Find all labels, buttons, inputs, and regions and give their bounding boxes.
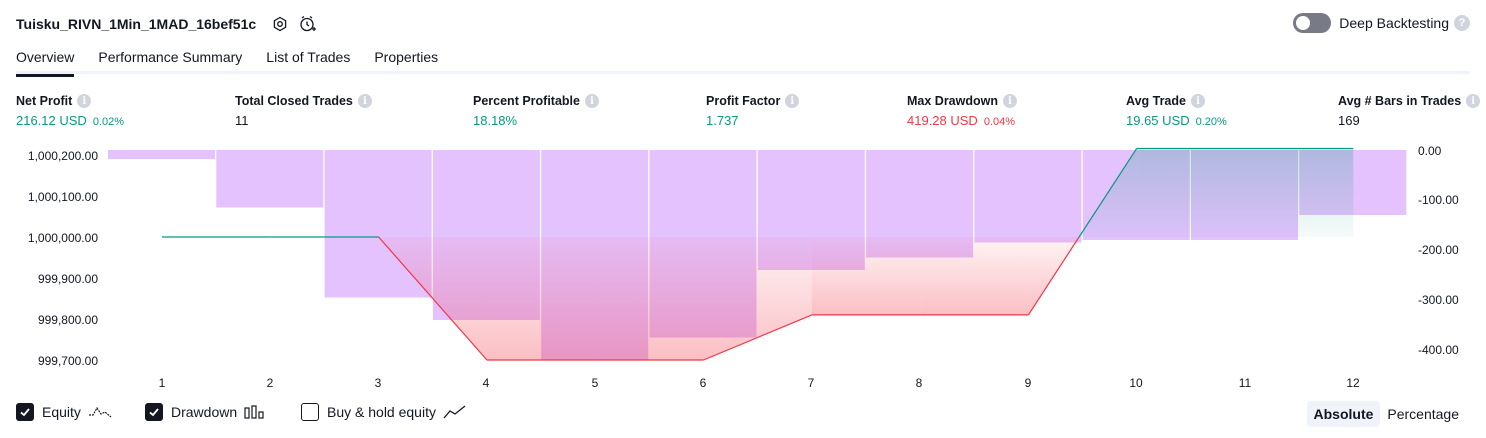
metric-value: 419.28 USD <box>907 113 978 128</box>
left-axis-tick: 999,800.00 <box>37 313 98 327</box>
checkbox-checked[interactable] <box>145 403 163 421</box>
metric-label: Profit Factor <box>706 94 781 108</box>
info-icon[interactable]: i <box>785 94 800 108</box>
metric-percent: 0.04% <box>983 116 1016 128</box>
metric-value: 19.65 USD <box>1126 113 1190 128</box>
x-axis-tick: 2 <box>266 376 274 390</box>
metric-value: 11 <box>235 113 249 128</box>
right-axis-tick: -300.00 <box>1418 293 1459 307</box>
metric-label: Avg Trade <box>1126 94 1186 108</box>
metric-label: Net Profit <box>16 94 73 108</box>
x-axis-tick: 12 <box>1346 376 1360 390</box>
legend-drawdown[interactable]: Drawdown <box>145 403 264 421</box>
equity-loss-area <box>920 237 1029 315</box>
equity-line-segment <box>703 314 813 361</box>
equity-loss-area <box>486 237 596 360</box>
tab-list-of-trades[interactable]: List of Trades <box>266 49 351 65</box>
metric-profit-factor: Profit Factor i 1.737 <box>706 93 800 128</box>
x-axis-tick: 6 <box>699 376 707 390</box>
tab-properties[interactable]: Properties <box>374 49 439 65</box>
info-icon[interactable]: i <box>77 94 92 108</box>
absolute-button[interactable]: Absolute <box>1306 401 1381 427</box>
tab-performance-summary[interactable]: Performance Summary <box>98 49 243 65</box>
x-axis-tick: 7 <box>807 376 815 390</box>
info-icon[interactable]: i <box>584 94 599 108</box>
equity-loss-area <box>811 237 921 315</box>
equity-loss-area <box>703 237 812 360</box>
info-icon[interactable]: i <box>357 94 372 108</box>
deep-backtesting-toggle[interactable] <box>1293 13 1332 33</box>
metric-net-profit: Net Profit i 216.12 USD 0.02% <box>16 93 124 128</box>
left-axis-tick: 999,700.00 <box>37 354 98 368</box>
help-icon[interactable]: ? <box>1454 15 1470 31</box>
info-icon[interactable]: i <box>1003 94 1017 108</box>
gear-icon[interactable] <box>270 14 290 34</box>
deep-backtesting: Deep Backtesting ? <box>1293 13 1470 33</box>
drawdown-bar <box>974 150 1082 243</box>
x-axis-tick: 10 <box>1129 376 1143 390</box>
metric-avg-trade: Avg Trade i 19.65 USD 0.20% <box>1126 93 1227 128</box>
bar-chart-icon <box>244 405 264 419</box>
equity-profit-area <box>1245 148 1354 237</box>
x-axis-tick: 5 <box>591 376 599 390</box>
trend-line-icon <box>443 405 467 419</box>
drawdown-bar <box>216 150 324 208</box>
left-axis-tick: 1,000,100.00 <box>27 190 98 204</box>
x-axis-tick: 4 <box>482 376 490 390</box>
legend-buy-hold-equity[interactable]: Buy & hold equity <box>301 403 467 421</box>
x-axis-tick: 3 <box>374 376 382 390</box>
metric-max-drawdown: Max Drawdown i 419.28 USD 0.04% <box>907 93 1017 128</box>
right-axis-tick: 0.00 <box>1418 144 1442 158</box>
metric-label: Avg # Bars in Trades <box>1338 94 1462 108</box>
x-axis-tick: 1 <box>158 376 166 390</box>
strategy-name: Tuisku_RIVN_1Min_1MAD_16bef51c <box>16 16 257 32</box>
tab-overview[interactable]: Overview <box>16 44 75 77</box>
drawdown-bar <box>108 150 215 159</box>
deep-backtesting-label: Deep Backtesting <box>1339 15 1449 31</box>
right-axis-tick: -200.00 <box>1418 243 1459 257</box>
metric-avg-bars-in-trades: Avg # Bars in Trades i 169 <box>1338 93 1481 128</box>
equity-line-segment <box>1078 148 1138 238</box>
left-axis-tick: 1,000,000.00 <box>27 231 98 245</box>
legend-label: Drawdown <box>171 404 238 420</box>
x-axis-tick: 8 <box>915 376 923 390</box>
equity-line-segment <box>378 236 488 361</box>
value-mode-switch: Absolute Percentage <box>1306 401 1467 427</box>
legend-label: Buy & hold equity <box>327 404 436 420</box>
x-axis-tick: 9 <box>1024 376 1032 390</box>
info-icon[interactable]: i <box>1190 94 1205 108</box>
metric-value: 1.737 <box>706 113 739 128</box>
tab-bar: Overview Performance Summary List of Tra… <box>16 44 1470 77</box>
equity-line-icon <box>88 405 112 419</box>
add-alert-icon[interactable] <box>298 14 318 34</box>
equity-profit-area <box>1136 148 1245 237</box>
metric-label: Percent Profitable <box>473 94 580 108</box>
metric-value: 18.18% <box>473 113 518 128</box>
info-icon[interactable]: i <box>1466 94 1481 108</box>
legend-equity[interactable]: Equity <box>16 403 112 421</box>
metric-label: Total Closed Trades <box>235 94 353 108</box>
legend-label: Equity <box>42 404 81 420</box>
right-axis-tick: -100.00 <box>1418 193 1459 207</box>
equity-line-segment <box>1027 236 1080 316</box>
metric-value: 216.12 USD <box>16 113 87 128</box>
right-axis-tick: -400.00 <box>1418 343 1459 357</box>
metric-total-closed-trades: Total Closed Trades i 11 <box>235 93 372 128</box>
metric-percent: 0.02% <box>92 116 125 128</box>
strategy-header: Tuisku_RIVN_1Min_1MAD_16bef51c <box>16 12 318 36</box>
equity-loss-area <box>595 237 704 360</box>
metric-label: Max Drawdown <box>907 94 998 108</box>
percentage-button[interactable]: Percentage <box>1387 406 1459 422</box>
left-axis-tick: 999,900.00 <box>37 272 98 286</box>
left-axis-tick: 1,000,200.00 <box>27 149 98 163</box>
metric-percent: 0.20% <box>1195 116 1227 128</box>
metric-percent-profitable: Percent Profitable i 18.18% <box>473 93 599 128</box>
checkbox-checked[interactable] <box>16 403 34 421</box>
checkbox-unchecked[interactable] <box>301 403 319 421</box>
metric-value: 169 <box>1338 113 1360 128</box>
x-axis-tick: 11 <box>1238 376 1252 390</box>
